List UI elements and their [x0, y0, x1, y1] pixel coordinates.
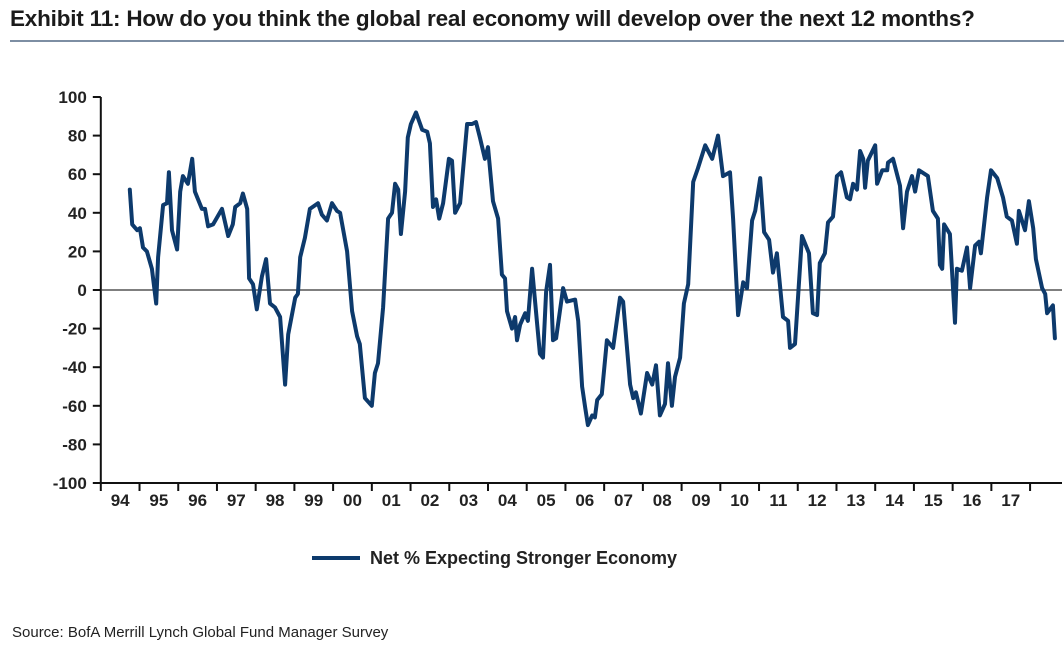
- series-layer: [127, 110, 1057, 428]
- x-tick-label: 97: [227, 491, 246, 510]
- x-tick-label: 13: [846, 491, 865, 510]
- y-tick-label: 20: [68, 242, 87, 261]
- title-divider: [10, 40, 1064, 42]
- x-tick-label: 15: [924, 491, 943, 510]
- y-tick-label: 0: [77, 281, 86, 300]
- x-tick-label: 16: [963, 491, 982, 510]
- x-tick-label: 96: [188, 491, 207, 510]
- x-tick-label: 05: [537, 491, 556, 510]
- y-tick-label: -80: [62, 435, 87, 454]
- x-tick-label: 01: [382, 491, 401, 510]
- y-tick-label: 80: [68, 127, 87, 146]
- legend-label: Net % Expecting Stronger Economy: [370, 548, 677, 568]
- chart-title: Exhibit 11: How do you think the global …: [10, 6, 975, 31]
- y-tick-label: -100: [53, 474, 87, 493]
- x-tick-label: 08: [653, 491, 672, 510]
- x-tick-label: 95: [149, 491, 168, 510]
- legend: Net % Expecting Stronger Economy: [312, 548, 677, 568]
- y-tick-label: 100: [58, 88, 86, 107]
- y-tick-label: -20: [62, 320, 87, 339]
- x-tick-label: 94: [111, 491, 130, 510]
- x-tick-label: 12: [808, 491, 827, 510]
- y-tick-label: 40: [68, 204, 87, 223]
- x-tick-label: 07: [614, 491, 633, 510]
- x-axis-ticks: 94 95 96 97 98 99 00 01 02 03 04 05 06 07 08 09 10 11 12 13…: [99, 483, 1032, 510]
- x-tick-label: 10: [730, 491, 749, 510]
- x-tick-label: 17: [1001, 491, 1020, 510]
- x-tick-label: 06: [575, 491, 594, 510]
- x-tick-label: 11: [769, 491, 787, 510]
- x-tick-label: 03: [459, 491, 478, 510]
- source-note: Source: BofA Merrill Lynch Global Fund M…: [12, 624, 389, 641]
- x-tick-label: 14: [885, 491, 904, 510]
- x-tick-label: 09: [691, 491, 710, 510]
- x-tick-label: 04: [498, 491, 517, 510]
- y-tick-label: 60: [68, 165, 87, 184]
- x-tick-label: 99: [304, 491, 323, 510]
- axes: [99, 97, 1062, 484]
- y-tick-label: -60: [62, 397, 87, 416]
- y-tick-label: -40: [62, 358, 87, 377]
- x-tick-label: 00: [343, 491, 362, 510]
- series-line-net-expecting-stronger-economy: [127, 110, 1057, 428]
- x-tick-label: 98: [266, 491, 285, 510]
- y-axis-ticks: 100 80 60 40 20 0 -20 -40 -60 -80 -100: [53, 88, 101, 493]
- x-tick-label: 02: [420, 491, 439, 510]
